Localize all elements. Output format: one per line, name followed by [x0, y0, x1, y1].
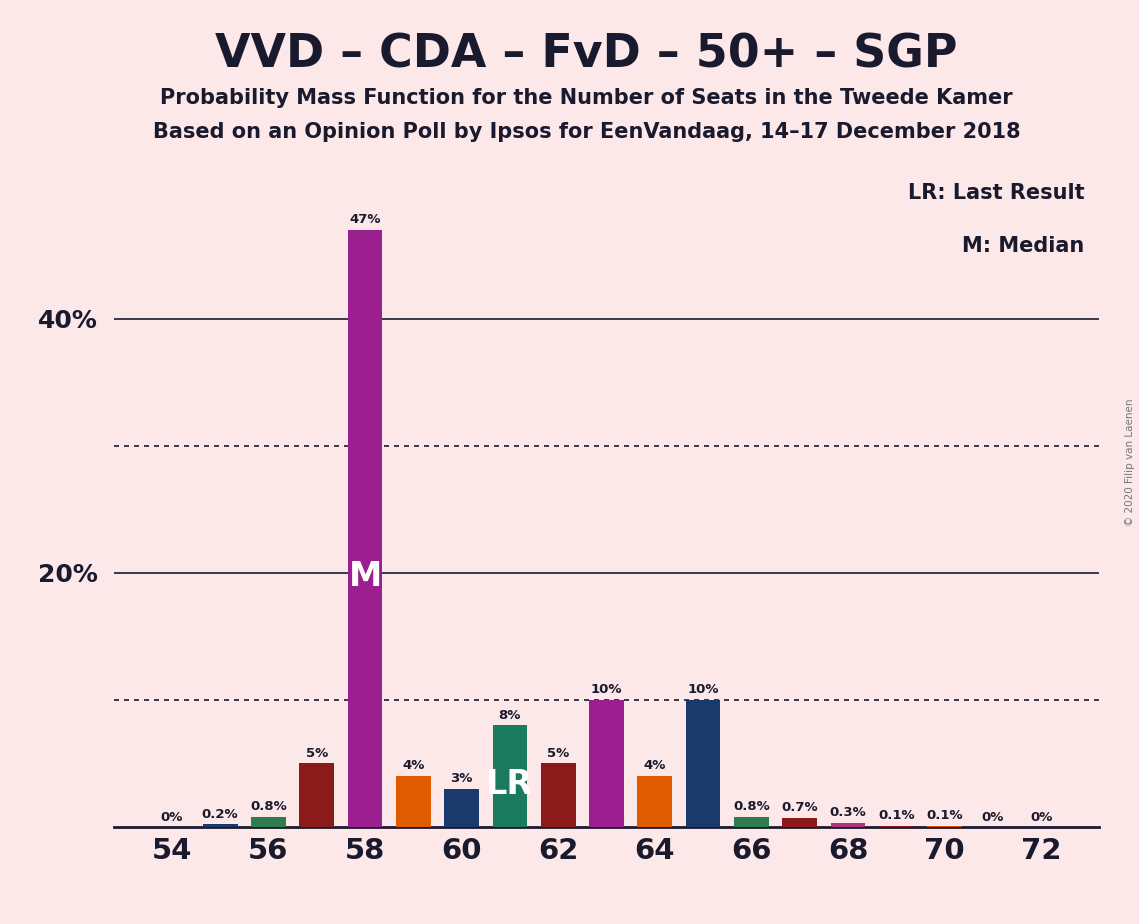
Text: 0%: 0%: [982, 810, 1005, 824]
Text: 4%: 4%: [644, 760, 666, 772]
Bar: [444, 789, 480, 827]
Text: 0%: 0%: [161, 810, 183, 824]
Text: Based on an Opinion Poll by Ipsos for EenVandaag, 14–17 December 2018: Based on an Opinion Poll by Ipsos for Ee…: [153, 122, 1021, 142]
Text: M: M: [349, 560, 382, 592]
Text: © 2020 Filip van Laenen: © 2020 Filip van Laenen: [1125, 398, 1134, 526]
Text: 10%: 10%: [591, 683, 622, 696]
Bar: [734, 817, 769, 827]
Text: M: Median: M: Median: [962, 236, 1084, 256]
Text: LR: LR: [486, 768, 533, 801]
Bar: [638, 776, 672, 827]
Text: 0.2%: 0.2%: [202, 808, 238, 821]
Bar: [879, 826, 913, 827]
Text: 0.8%: 0.8%: [251, 800, 287, 813]
Bar: [347, 230, 383, 827]
Bar: [782, 818, 817, 827]
Text: 0.1%: 0.1%: [926, 808, 962, 822]
Text: 3%: 3%: [450, 772, 473, 785]
Bar: [203, 824, 238, 827]
Text: 10%: 10%: [687, 683, 719, 696]
Text: 5%: 5%: [547, 747, 570, 760]
Bar: [589, 700, 624, 827]
Text: 0.7%: 0.7%: [781, 801, 818, 814]
Text: 0.1%: 0.1%: [878, 808, 915, 822]
Text: VVD – CDA – FvD – 50+ – SGP: VVD – CDA – FvD – 50+ – SGP: [215, 32, 958, 78]
Text: 8%: 8%: [499, 709, 522, 722]
Text: 0%: 0%: [1030, 810, 1052, 824]
Bar: [830, 823, 866, 827]
Bar: [396, 776, 431, 827]
Bar: [686, 700, 721, 827]
Text: LR: Last Result: LR: Last Result: [908, 183, 1084, 203]
Bar: [541, 763, 575, 827]
Bar: [492, 725, 527, 827]
Text: 0.3%: 0.3%: [829, 807, 867, 820]
Bar: [300, 763, 334, 827]
Text: 47%: 47%: [350, 213, 380, 226]
Text: Probability Mass Function for the Number of Seats in the Tweede Kamer: Probability Mass Function for the Number…: [161, 88, 1013, 108]
Bar: [927, 826, 962, 827]
Bar: [251, 817, 286, 827]
Text: 0.8%: 0.8%: [734, 800, 770, 813]
Text: 5%: 5%: [305, 747, 328, 760]
Text: 4%: 4%: [402, 760, 425, 772]
